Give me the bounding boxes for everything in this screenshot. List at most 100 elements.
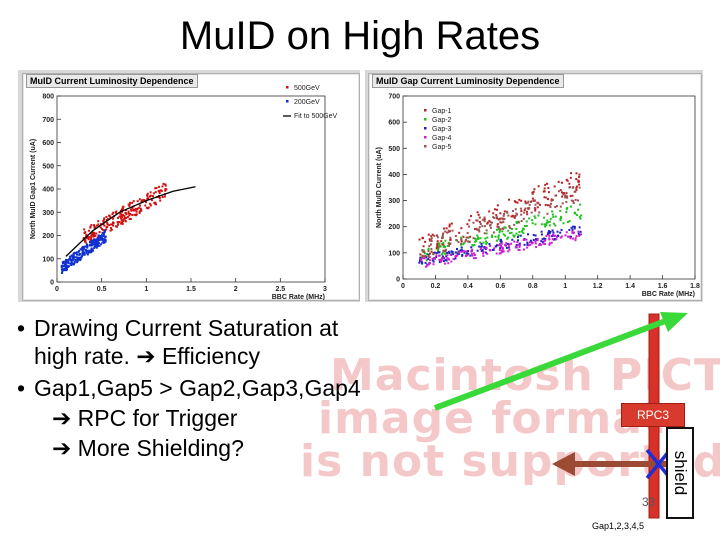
data-point xyxy=(430,235,433,238)
data-point xyxy=(537,202,540,205)
data-point xyxy=(508,248,511,251)
data-point xyxy=(565,231,568,234)
fit-line xyxy=(65,186,196,257)
data-point xyxy=(490,234,493,237)
data-point xyxy=(514,208,517,211)
data-point xyxy=(112,211,115,214)
data-point xyxy=(501,230,504,233)
data-point xyxy=(479,223,482,226)
x-tick-label: 1 xyxy=(563,283,567,290)
data-point xyxy=(465,250,468,253)
data-point xyxy=(126,215,129,218)
data-point xyxy=(531,191,534,194)
data-point xyxy=(454,235,457,238)
y-tick-label: 600 xyxy=(42,140,54,147)
data-point xyxy=(444,239,447,242)
x-tick-label: 0.4 xyxy=(463,283,473,290)
data-point xyxy=(504,226,507,229)
data-point xyxy=(140,200,143,203)
data-point xyxy=(580,214,583,217)
data-point xyxy=(110,228,113,231)
data-point xyxy=(423,257,426,260)
data-point xyxy=(561,191,564,194)
data-point xyxy=(88,236,91,239)
data-point xyxy=(462,249,465,252)
data-point xyxy=(444,230,447,233)
data-point xyxy=(473,243,476,246)
data-point xyxy=(81,254,84,257)
data-point xyxy=(135,210,138,213)
data-point xyxy=(422,250,425,253)
data-point xyxy=(451,229,454,232)
data-point xyxy=(510,231,513,234)
data-point xyxy=(497,244,500,247)
data-point xyxy=(445,259,448,262)
data-point xyxy=(482,254,485,257)
data-point xyxy=(555,235,558,238)
data-point xyxy=(494,245,497,248)
data-point xyxy=(569,194,572,197)
data-point xyxy=(477,236,480,239)
data-point xyxy=(454,257,457,260)
data-point xyxy=(103,217,106,220)
data-point xyxy=(102,240,105,243)
data-point xyxy=(515,220,518,223)
data-point xyxy=(90,234,93,237)
data-point xyxy=(133,213,136,216)
data-point xyxy=(534,223,537,226)
data-point xyxy=(533,188,536,191)
data-point xyxy=(497,218,500,221)
data-point xyxy=(138,210,141,213)
data-point xyxy=(106,221,109,224)
data-point xyxy=(506,237,509,240)
data-point xyxy=(463,250,466,253)
data-point xyxy=(524,200,527,203)
data-point xyxy=(498,249,501,252)
data-point xyxy=(418,261,421,264)
data-point xyxy=(84,239,87,242)
data-point xyxy=(491,236,494,239)
data-point xyxy=(81,247,84,250)
data-point xyxy=(538,211,541,214)
data-point xyxy=(460,242,463,245)
data-point xyxy=(476,249,479,252)
data-point xyxy=(159,199,162,202)
data-point xyxy=(458,252,461,255)
data-point xyxy=(532,234,535,237)
data-point xyxy=(559,209,562,212)
data-point xyxy=(99,237,102,240)
data-point xyxy=(495,214,498,217)
data-point xyxy=(478,226,481,229)
data-point xyxy=(129,213,132,216)
data-point xyxy=(483,232,486,235)
data-point xyxy=(575,172,578,175)
data-point xyxy=(488,224,491,227)
data-point xyxy=(502,220,505,223)
data-point xyxy=(431,233,434,236)
data-point xyxy=(146,197,149,200)
data-point xyxy=(451,252,454,255)
page-title: MuID on High Rates xyxy=(179,14,541,58)
data-point xyxy=(131,207,134,210)
data-point xyxy=(517,234,520,237)
data-point xyxy=(445,231,448,234)
data-point xyxy=(554,215,557,218)
data-point xyxy=(538,244,541,247)
data-point xyxy=(463,251,466,254)
legend-label: Gap-3 xyxy=(432,126,452,133)
data-point xyxy=(486,236,489,239)
y-tick-label: 800 xyxy=(42,94,54,101)
data-point xyxy=(564,194,567,197)
data-point xyxy=(534,240,537,243)
data-point xyxy=(149,195,152,198)
data-point xyxy=(74,258,77,261)
data-point xyxy=(498,229,501,232)
data-point xyxy=(87,238,90,241)
data-point xyxy=(106,218,109,221)
data-point xyxy=(518,198,521,201)
data-point xyxy=(442,257,445,260)
data-point xyxy=(76,256,79,259)
data-point xyxy=(479,237,482,240)
data-point xyxy=(532,190,535,193)
